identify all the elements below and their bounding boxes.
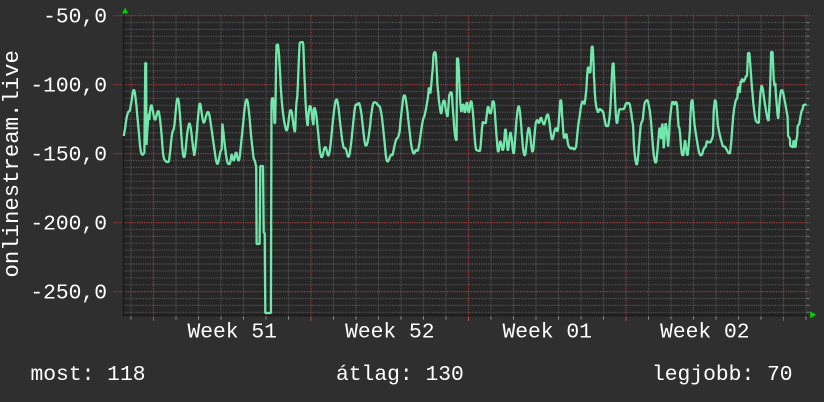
svg-text:-100,0: -100,0 xyxy=(30,75,107,99)
svg-text:Week 51: Week 51 xyxy=(187,321,276,345)
svg-text:Week 02: Week 02 xyxy=(660,321,749,345)
svg-text:-150,0: -150,0 xyxy=(30,144,107,168)
svg-text:-200,0: -200,0 xyxy=(30,213,107,237)
svg-text:onlinestream.live: onlinestream.live xyxy=(0,50,25,277)
svg-text:Week 52: Week 52 xyxy=(345,321,434,345)
svg-text:Week 01: Week 01 xyxy=(502,321,591,345)
svg-text:-250,0: -250,0 xyxy=(30,282,107,306)
svg-text:most: 118: most: 118 xyxy=(31,363,146,387)
svg-text:legjobb: 70: legjobb: 70 xyxy=(652,363,793,387)
svg-text:átlag: 130: átlag: 130 xyxy=(336,363,464,387)
svg-text:-50,0: -50,0 xyxy=(43,6,107,30)
